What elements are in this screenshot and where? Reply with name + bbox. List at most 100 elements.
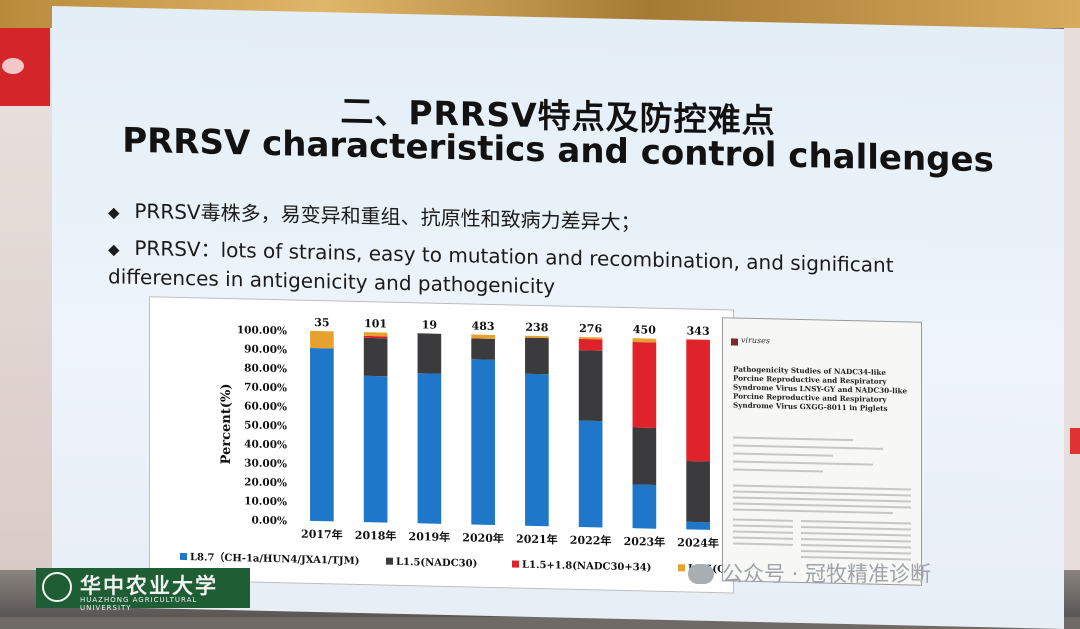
university-name-cn: 华中农业大学 — [80, 573, 218, 598]
y-tick-label: 70.00% — [244, 381, 287, 394]
y-tick-label: 10.00% — [244, 495, 287, 508]
y-tick-label: 90.00% — [244, 343, 287, 356]
paper-body-text — [723, 318, 921, 561]
paper-text-line — [733, 490, 911, 497]
y-tick-label: 80.00% — [244, 362, 287, 375]
watermark: 公众号 · 冠牧精准诊断 — [688, 558, 931, 588]
paper-text-line — [801, 525, 911, 531]
bar-segment — [632, 484, 657, 529]
bar-segment — [471, 359, 495, 526]
legend-swatch — [512, 560, 519, 568]
bar-total-label: 19 — [422, 318, 437, 331]
legend-label: L1.5+1.8(NADC30+34) — [522, 560, 651, 574]
watermark-text: 公众号 · 冠牧精准诊断 — [722, 562, 932, 586]
y-tick-label: 60.00% — [244, 400, 287, 413]
paper-text-line — [733, 518, 793, 522]
bullet-text: PRRSV毒株多，易变异和重组、抗原性和致病力差异大； — [134, 198, 641, 235]
bar-total-label: 35 — [314, 316, 329, 329]
paper-text-line — [733, 452, 833, 457]
bar-segment — [471, 338, 495, 360]
x-tick-label: 2019年 — [409, 529, 451, 544]
bar-segment — [578, 336, 603, 340]
university-name-en: HUAZHONG AGRICULTURAL UNIVERSITY — [80, 596, 198, 612]
bar-segment — [417, 333, 442, 374]
y-tick-label: 0.00% — [251, 515, 287, 528]
x-tick-label: 2023年 — [624, 534, 666, 549]
paper-text-line — [801, 531, 911, 537]
paper-journal: viruses — [741, 335, 770, 346]
bar-segment — [525, 373, 549, 527]
y-tick-label: 30.00% — [244, 457, 287, 470]
bar-segment — [578, 420, 603, 528]
legend-swatch — [386, 557, 393, 565]
legend-label: L8.7（CH-1a/HUN4/JXA1/TJM) — [190, 550, 359, 567]
x-tick-label: 2017年 — [301, 527, 343, 542]
paper-text-line — [801, 543, 911, 549]
paper-text-line — [733, 524, 793, 528]
x-tick-label: 2024年 — [677, 535, 719, 550]
paper-text-line — [733, 542, 793, 546]
journal-logo-icon — [731, 338, 738, 346]
bar-segment — [632, 338, 657, 343]
legend-swatch — [678, 564, 685, 572]
stacked-bar-chart: Percent(%) 0.00% 10.00% 20.00% 30.00% 40.00% 5… — [180, 316, 752, 576]
paper-text-line — [801, 537, 911, 543]
y-tick-label: 20.00% — [244, 476, 287, 489]
legend-label: L1.5(NADC30) — [396, 557, 477, 570]
bar-total-label: 276 — [579, 322, 602, 336]
y-tick-label: 50.00% — [244, 419, 287, 432]
bar-segment — [632, 427, 657, 486]
bar-segment — [686, 339, 710, 462]
university-emblem-icon — [42, 572, 72, 602]
bar-segment — [363, 332, 388, 337]
paper-title: Pathogenicity Studies of NADC34-like Por… — [733, 364, 908, 413]
paper-text-line — [733, 468, 823, 473]
paper-text-line — [801, 549, 911, 555]
bar-segment — [686, 460, 710, 523]
paper-text-line — [733, 484, 911, 491]
bar-total-label: 238 — [525, 321, 548, 335]
right-wall — [1064, 28, 1080, 617]
wechat-icon — [688, 564, 714, 584]
diamond-bullet-icon: ◆ — [108, 203, 120, 222]
paper-text-line — [733, 536, 793, 540]
diamond-bullet-icon: ◆ — [108, 240, 120, 259]
paper-text-line — [733, 508, 893, 515]
x-tick-label: 2018年 — [355, 528, 397, 543]
bar-segment — [417, 373, 442, 524]
y-tick-label: 100.00% — [237, 324, 287, 337]
legend-swatch — [180, 552, 187, 561]
bar-segment — [310, 347, 334, 522]
bar-segment — [578, 350, 603, 422]
paper-text-line — [733, 444, 883, 450]
bullet-text: PRRSV：lots of strains, easy to mutation … — [108, 235, 894, 299]
event-logo — [0, 28, 50, 106]
bar-segment — [363, 375, 388, 523]
bar-total-label: 343 — [687, 324, 710, 338]
bar-segment — [686, 521, 710, 530]
bar-total-label: 450 — [633, 323, 656, 337]
paper-thumbnail: viruses Pathogenicity Studies of NADC34-… — [722, 317, 922, 586]
paper-text-line — [733, 530, 793, 534]
x-tick-label: 2021年 — [516, 532, 558, 547]
bar-segment — [578, 338, 603, 351]
bar-segment — [310, 330, 334, 349]
paper-text-line — [733, 436, 853, 442]
x-tick-label: 2020年 — [462, 530, 504, 545]
bar-segment — [471, 334, 495, 339]
left-wall — [0, 28, 52, 617]
projection-screen: 二、PRRSV特点及防控难点 PRRSV characteristics and… — [52, 6, 1064, 629]
bar-total-label: 483 — [472, 320, 495, 334]
pig-icon — [2, 58, 24, 74]
bar-segment — [363, 337, 388, 377]
strain-chart-panel: Percent(%) 0.00% 10.00% 20.00% 30.00% 40.00% 5… — [149, 296, 752, 594]
bar-total-label: 101 — [364, 317, 387, 331]
paper-text-line — [733, 502, 911, 509]
bar-segment — [525, 337, 549, 375]
paper-text-line — [733, 460, 873, 466]
bar-segment — [632, 341, 657, 429]
paper-text-line — [733, 496, 911, 503]
paper-text-line — [801, 519, 911, 525]
y-tick-label: 40.00% — [244, 438, 287, 451]
bar-segment — [363, 335, 388, 339]
